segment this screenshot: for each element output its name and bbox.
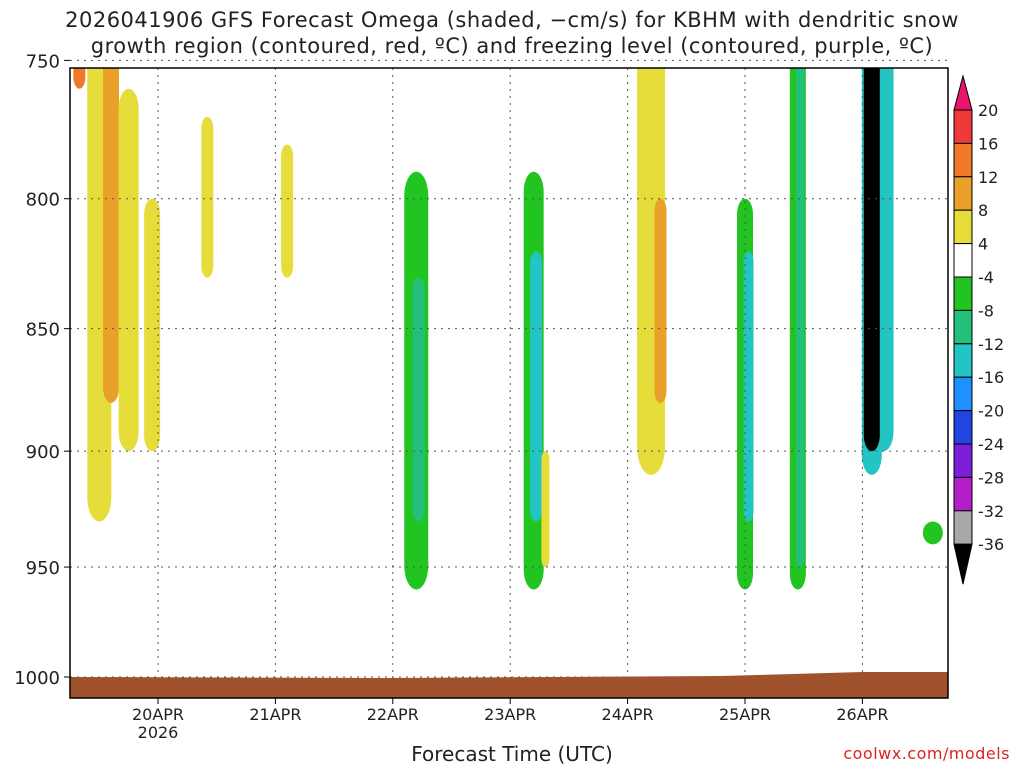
chart-title-line-1: 2026041906 GFS Forecast Omega (shaded, −… bbox=[65, 8, 959, 32]
omega-cell bbox=[73, 68, 86, 89]
ground-fill bbox=[70, 672, 948, 698]
x-axis-label: Forecast Time (UTC) bbox=[411, 742, 613, 766]
colorbar-label: -32 bbox=[978, 502, 1004, 521]
colorbar-label: 8 bbox=[978, 201, 988, 220]
colorbar: 20 16 12 8 4 -4 -8 -12 -16 -20 -24 -28 -32 -36 bbox=[953, 74, 1004, 585]
omega-cell bbox=[922, 521, 943, 545]
ground-surface bbox=[70, 672, 948, 698]
colorbar-label: -28 bbox=[978, 468, 1004, 487]
colorbar-label: -8 bbox=[978, 301, 994, 320]
y-tick-label: 900 bbox=[26, 442, 60, 463]
colorbar-swatch bbox=[953, 109, 973, 144]
colorbar-swatch bbox=[953, 209, 973, 245]
colorbar-label: 16 bbox=[978, 134, 998, 153]
y-tick-label: 950 bbox=[26, 558, 60, 579]
colorbar-label: 12 bbox=[978, 168, 998, 187]
x-tick-label: 26APR bbox=[836, 705, 888, 724]
y-axis: 2503003504004505005506006507007508008509… bbox=[14, 51, 70, 689]
x-tick-sublabel: 2026 bbox=[138, 723, 179, 742]
colorbar-label: 20 bbox=[978, 101, 998, 120]
omega-cell bbox=[772, 0, 788, 60]
colorbar-swatch bbox=[953, 309, 973, 345]
x-tick-label: 24APR bbox=[602, 705, 654, 724]
x-tick-label: 21APR bbox=[249, 705, 301, 724]
omega-shading bbox=[70, 0, 948, 698]
colorbar-label: -12 bbox=[978, 335, 1004, 354]
colorbar-swatch bbox=[953, 276, 973, 311]
colorbar-swatch bbox=[953, 343, 973, 378]
chart-title-line-2: growth region (contoured, red, ºC) and f… bbox=[90, 34, 934, 58]
omega-cell bbox=[654, 198, 667, 404]
colorbar-label: -24 bbox=[978, 435, 1004, 454]
colorbar-label: -16 bbox=[978, 368, 1004, 387]
omega-cell bbox=[863, 68, 880, 452]
omega-cell bbox=[103, 68, 120, 403]
omega-cell bbox=[201, 116, 214, 278]
omega-cell bbox=[541, 451, 550, 568]
x-tick-label: 20APR bbox=[132, 705, 184, 724]
colorbar-swatch bbox=[953, 142, 973, 178]
y-tick-label: 750 bbox=[26, 51, 60, 72]
plot-frame bbox=[69, 67, 949, 699]
x-tick-label: 22APR bbox=[367, 705, 419, 724]
omega-cell bbox=[530, 251, 543, 522]
omega-cell bbox=[144, 198, 161, 452]
y-tick-label: 1000 bbox=[14, 668, 60, 689]
colorbar-swatch bbox=[953, 376, 973, 412]
colorbar-label: -20 bbox=[978, 402, 1004, 421]
colorbar-swatch-bottom bbox=[953, 543, 973, 585]
x-tick-label: 23APR bbox=[484, 705, 536, 724]
credit-text: coolwx.com/models bbox=[843, 744, 1010, 763]
omega-cell bbox=[118, 88, 139, 452]
y-tick-label: 800 bbox=[26, 190, 60, 211]
x-tick-label: 25APR bbox=[719, 705, 771, 724]
colorbar-swatch bbox=[953, 176, 973, 211]
omega-cell bbox=[412, 277, 425, 522]
colorbar-swatch bbox=[953, 476, 973, 512]
colorbar-swatch bbox=[953, 443, 973, 478]
omega-cell bbox=[796, 68, 805, 568]
grid-lines bbox=[70, 59, 948, 698]
omega-cell bbox=[87, 68, 100, 199]
omega-cell bbox=[743, 251, 754, 522]
colorbar-swatch-top bbox=[953, 74, 973, 111]
colorbar-label: 4 bbox=[978, 235, 988, 254]
colorbar-swatch bbox=[953, 243, 973, 278]
colorbar-label: -4 bbox=[978, 268, 994, 287]
colorbar-label: -36 bbox=[978, 535, 1004, 554]
y-tick-label: 850 bbox=[26, 320, 60, 341]
omega-cell bbox=[281, 144, 294, 278]
colorbar-swatch bbox=[953, 410, 973, 445]
colorbar-swatch bbox=[953, 510, 973, 545]
